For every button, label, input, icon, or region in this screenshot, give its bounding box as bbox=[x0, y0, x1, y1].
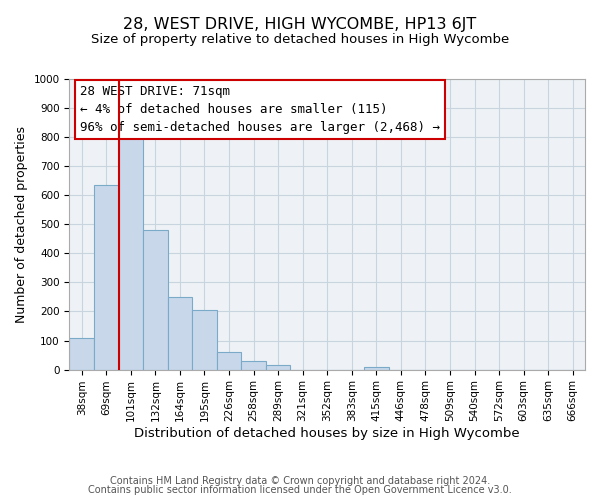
Text: 28 WEST DRIVE: 71sqm
← 4% of detached houses are smaller (115)
96% of semi-detac: 28 WEST DRIVE: 71sqm ← 4% of detached ho… bbox=[80, 85, 440, 134]
Bar bbox=[94, 185, 119, 370]
Bar bbox=[143, 230, 167, 370]
Text: Contains public sector information licensed under the Open Government Licence v3: Contains public sector information licen… bbox=[88, 485, 512, 495]
X-axis label: Distribution of detached houses by size in High Wycombe: Distribution of detached houses by size … bbox=[134, 427, 520, 440]
Bar bbox=[70, 338, 94, 370]
Bar bbox=[266, 365, 290, 370]
Bar bbox=[192, 310, 217, 370]
Bar bbox=[167, 297, 192, 370]
Y-axis label: Number of detached properties: Number of detached properties bbox=[15, 126, 28, 323]
Text: Size of property relative to detached houses in High Wycombe: Size of property relative to detached ho… bbox=[91, 32, 509, 46]
Bar bbox=[217, 352, 241, 370]
Bar bbox=[241, 361, 266, 370]
Bar bbox=[119, 137, 143, 370]
Text: 28, WEST DRIVE, HIGH WYCOMBE, HP13 6JT: 28, WEST DRIVE, HIGH WYCOMBE, HP13 6JT bbox=[124, 18, 476, 32]
Text: Contains HM Land Registry data © Crown copyright and database right 2024.: Contains HM Land Registry data © Crown c… bbox=[110, 476, 490, 486]
Bar bbox=[364, 366, 389, 370]
